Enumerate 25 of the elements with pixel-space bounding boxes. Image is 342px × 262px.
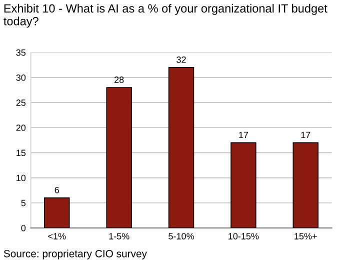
data-label: 6 [54, 186, 60, 194]
data-label: 28 [114, 76, 124, 83]
bar [292, 142, 318, 228]
data-label: 32 [176, 56, 186, 63]
data-label: 17 [239, 132, 248, 138]
bar [106, 87, 132, 228]
bar [44, 197, 70, 228]
y-tick-label: 15 [16, 150, 26, 156]
x-tick-label: 5-10% [168, 233, 194, 240]
chart-title: Exhibit 10 - What is AI as a % of your organizational IT budget today? [4, 4, 328, 28]
y-tick-label: 10 [16, 174, 26, 182]
x-tick-label: 15%+ [294, 233, 317, 240]
y-tick-label: 30 [16, 74, 26, 81]
y-tick-label: 35 [16, 49, 26, 56]
y-tick-label: 25 [16, 100, 26, 106]
y-tick-label: 0 [21, 224, 26, 232]
bar [168, 67, 194, 228]
x-tick-label: 1-5% [109, 233, 130, 240]
y-tick-label: 5 [21, 200, 26, 206]
y-tick-label: 20 [16, 124, 26, 131]
data-label: 17 [301, 132, 310, 138]
source-note: Source: proprietary CIO survey [4, 250, 147, 260]
x-tick-label: 10-15% [228, 233, 259, 240]
bar [230, 142, 256, 228]
x-tick-label: <1% [48, 233, 66, 240]
